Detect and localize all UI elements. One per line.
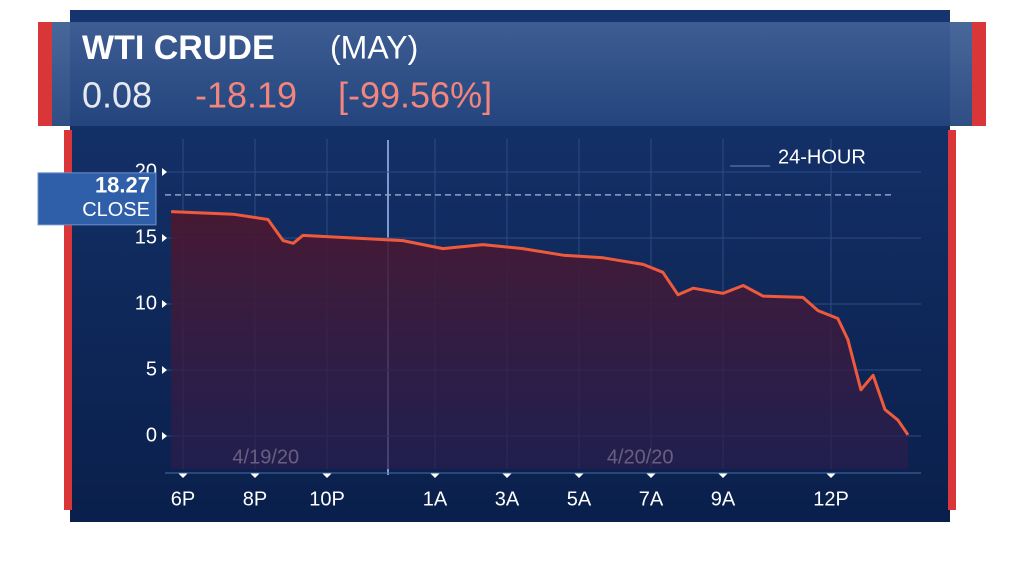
x-tick-label: 8P (243, 488, 267, 510)
x-tick-mark (718, 473, 728, 478)
close-value: 18.27 (95, 173, 150, 198)
change-pct: [-99.56%] (338, 75, 492, 116)
y-tick-mark (162, 366, 167, 374)
x-tick-label: 3A (495, 488, 520, 510)
x-tick-mark (826, 473, 836, 478)
period-label: 24-HOUR (778, 146, 866, 168)
x-tick-label: 9A (711, 488, 736, 510)
x-tick-label: 7A (639, 488, 664, 510)
x-tick-label: 5A (567, 488, 592, 510)
x-tick-mark (574, 473, 584, 478)
edge (38, 22, 52, 126)
change: -18.19 (195, 75, 297, 116)
contract: (MAY) (330, 29, 418, 65)
x-tick-mark (178, 473, 188, 478)
y-tick-mark (162, 168, 167, 176)
header-band (38, 22, 986, 126)
line (171, 210, 910, 436)
x-tick-mark (502, 473, 512, 478)
y-tick-label: 10 (135, 292, 157, 314)
close-label: CLOSE (82, 199, 150, 221)
x-tick-mark (430, 473, 440, 478)
price: 0.08 (82, 75, 152, 116)
y-tick-mark (162, 432, 167, 440)
x-tick-mark (250, 473, 260, 478)
x-tick-mark (646, 473, 656, 478)
title: WTI CRUDE (82, 29, 275, 67)
x-tick-label: 6P (171, 488, 195, 510)
y-tick-label: 15 (135, 226, 157, 248)
edge (972, 22, 986, 126)
close-box (37, 172, 157, 226)
y-tick-label: 0 (146, 424, 157, 446)
x-tick-label: 1A (423, 488, 448, 510)
edge (948, 130, 956, 510)
edge (64, 130, 72, 510)
area (171, 211, 909, 469)
y-tick-mark (162, 234, 167, 242)
x-tick-mark (322, 473, 332, 478)
y-tick-label: 5 (146, 358, 157, 380)
x-tick-label: 12P (813, 488, 849, 510)
y-tick-mark (162, 300, 167, 308)
plot: 051015206P8P10P1A3A5A7A9A12P18.27CLOSE4/… (37, 139, 921, 510)
x-tick-label: 10P (309, 488, 345, 510)
